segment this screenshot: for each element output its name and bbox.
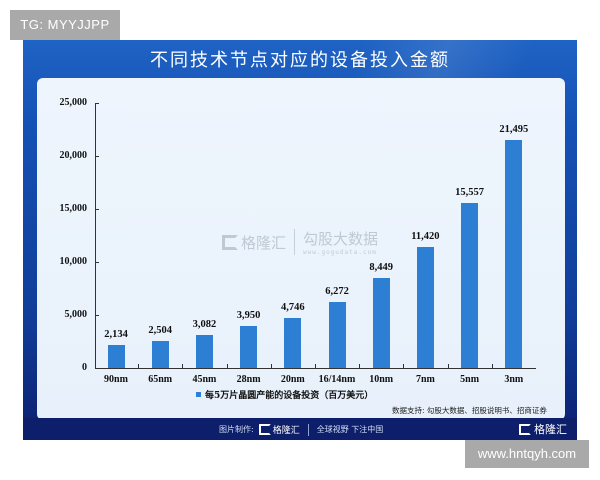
corner-logo-text: 格隆汇	[534, 423, 567, 436]
bar-90nm	[107, 345, 125, 368]
y-tick	[95, 209, 99, 210]
bar-value-label: 8,449	[369, 262, 393, 274]
x-tick	[403, 364, 405, 368]
site-url-badge: www.hntqyh.com	[465, 440, 589, 468]
y-tick-label: 0	[82, 362, 87, 373]
bar-20nm	[284, 317, 302, 368]
watermark-url: www.gogudata.com	[303, 249, 377, 256]
x-category-label: 16/14nm	[318, 374, 356, 385]
bar-10nm	[372, 278, 390, 368]
x-tick	[447, 364, 449, 368]
watermark-logo: 格隆汇	[222, 232, 286, 253]
y-tick-label: 20,000	[59, 150, 88, 161]
y-tick-label: 15,000	[59, 203, 88, 214]
x-category-label: 3nm	[504, 374, 524, 385]
x-tick	[314, 364, 316, 368]
y-tick	[95, 103, 99, 104]
chart-title: 不同技术节点对应的设备投入金额	[150, 50, 450, 71]
gelonghui-logo-icon	[258, 424, 271, 435]
watermark-divider	[294, 229, 296, 255]
bar-3nm	[505, 140, 523, 368]
footer-slogan: 全球视野 下注中国	[316, 425, 384, 434]
y-tick-label: 25,000	[59, 97, 88, 108]
x-tick	[182, 364, 184, 368]
y-tick	[95, 262, 99, 263]
bar-45nm	[195, 335, 213, 368]
x-tick	[359, 364, 361, 368]
made-by-label: 图片制作:	[219, 425, 254, 434]
x-category-label: 7nm	[415, 374, 435, 385]
bar-value-label: 3,950	[236, 310, 261, 322]
watermark-brand: 勾股大数据	[303, 230, 379, 248]
y-tick-label: 5,000	[64, 309, 88, 320]
legend-swatch-icon	[196, 392, 201, 397]
x-category-label: 28nm	[236, 374, 261, 385]
footer-logo: 格隆汇	[258, 423, 300, 436]
bar-5nm	[461, 203, 479, 368]
frame-shine	[23, 40, 577, 80]
bar-16-14nm	[328, 301, 346, 368]
bar-value-label: 15,557	[455, 187, 485, 199]
x-category-label: 5nm	[460, 374, 480, 385]
bar-value-label: 21,495	[499, 124, 529, 136]
y-tick-label: 10,000	[59, 256, 88, 267]
chart-legend: 每5万片晶圆产能的设备投资（百万美元）	[196, 388, 373, 401]
chart-frame: 不同技术节点对应的设备投入金额 图片制作: 格隆汇 全球视野 下注中国 格隆汇	[23, 40, 577, 440]
bar-value-label: 2,134	[104, 329, 128, 341]
x-category-label: 10nm	[369, 374, 394, 385]
bar-value-label: 6,272	[325, 285, 349, 297]
bar-value-label: 4,746	[280, 301, 305, 313]
x-axis	[95, 368, 536, 369]
x-tick	[270, 364, 272, 368]
bar-65nm	[151, 341, 169, 368]
telegram-badge: TG: MYYJJPP	[10, 10, 120, 40]
x-tick	[138, 364, 140, 368]
y-axis	[95, 103, 96, 369]
bar-value-label: 2,504	[148, 325, 172, 337]
footer-divider	[307, 423, 309, 436]
x-category-label: 90nm	[104, 374, 128, 385]
bar-value-label: 11,420	[411, 230, 440, 242]
footer-bar	[23, 418, 577, 440]
x-tick	[226, 364, 228, 368]
y-tick	[95, 368, 99, 369]
y-tick	[95, 315, 99, 316]
y-tick	[95, 156, 99, 157]
footer-credit: 图片制作: 格隆汇 全球视野 下注中国	[219, 423, 383, 436]
x-category-label: 45nm	[192, 374, 217, 385]
watermark: 格隆汇 勾股大数据 www.gogudata.com	[222, 228, 378, 256]
footer-logo-text: 格隆汇	[272, 426, 300, 436]
legend-label: 每5万片晶圆产能的设备投资（百万美元）	[205, 391, 374, 401]
x-tick	[491, 364, 493, 368]
source-note: 数据支持: 勾股大数据、招股说明书、招商证券	[392, 406, 547, 415]
x-category-label: 65nm	[148, 374, 173, 385]
bar-value-label: 3,082	[192, 319, 217, 331]
gelonghui-corner-icon	[519, 423, 531, 435]
bar-28nm	[240, 326, 258, 368]
corner-logo: 格隆汇	[519, 421, 567, 437]
watermark-logo-text: 格隆汇	[241, 233, 287, 252]
bar-7nm	[416, 246, 434, 368]
watermark-g-icon	[222, 234, 238, 250]
x-category-label: 20nm	[280, 374, 305, 385]
